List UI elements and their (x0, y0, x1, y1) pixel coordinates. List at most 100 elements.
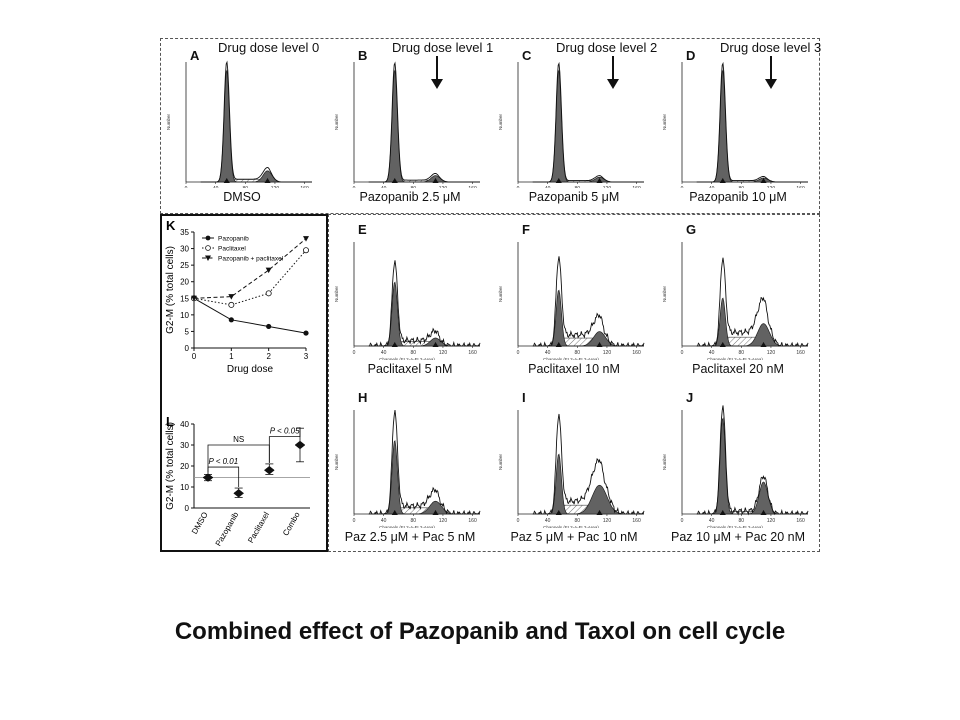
x-tick-label: Combo (281, 510, 302, 537)
panel-E: E Paclitaxel 5 nM 0 40 80 120 160 Channels (FL2… (330, 216, 490, 382)
mean-marker (202, 473, 214, 482)
x-tick-label: 160 (468, 186, 477, 188)
g1-peak (696, 417, 808, 515)
mean-marker (294, 440, 306, 450)
y-axis-label: Number (498, 454, 503, 471)
y-axis-label: Number (498, 114, 503, 131)
g1-marker (391, 342, 398, 347)
panel-caption-i: Paz 5 μM + Pac 10 nM (510, 530, 638, 544)
g1-peak (368, 281, 480, 347)
histogram-plot-i: 0 40 80 120 160 Channels (FL2-A-FL2-Area) Numb… (498, 410, 645, 528)
y-tick-label: 40 (180, 420, 189, 429)
x-tick-label: Paclitaxel (246, 510, 271, 544)
g1-marker (223, 178, 230, 183)
g1-peak (532, 289, 644, 347)
x-tick-label: 80 (575, 518, 581, 524)
panel-title-d: Drug dose level 3 (720, 40, 822, 55)
x-tick-label: 120 (767, 186, 776, 188)
significance-label: P < 0.05 (270, 427, 300, 436)
panel-letter-l: L (166, 414, 174, 429)
x-tick-label: 40 (213, 186, 219, 188)
g2m-marker (760, 178, 767, 183)
y-axis-label: Number (334, 454, 339, 471)
x-tick-label: 120 (439, 518, 448, 524)
panel-caption-b: Pazopanib 2.5 μM (359, 190, 461, 204)
y-tick-label: 20 (180, 462, 189, 471)
y-axis-label: Number (498, 286, 503, 303)
x-tick-label: 40 (381, 518, 387, 524)
x-tick-label: 0 (681, 350, 684, 356)
x-tick-label: 40 (709, 350, 715, 356)
top-row-frame (160, 38, 820, 214)
y-tick-label: 0 (185, 504, 190, 513)
panel-F: F Paclitaxel 10 nM 0 40 80 120 160 Channels (FL… (494, 216, 654, 382)
k-data-point (303, 236, 309, 242)
panel-letter-d: D (686, 48, 696, 63)
k-data-point (303, 330, 309, 336)
panel-title-c: Drug dose level 2 (556, 40, 658, 55)
histogram-envelope (368, 61, 480, 183)
k-data-point (191, 295, 197, 302)
g2m-marker (596, 178, 603, 183)
x-tick-label: 80 (739, 350, 745, 356)
panel-letter-h: H (358, 390, 368, 405)
k-y-axis-label: G2-M (% total cells) (165, 246, 176, 334)
g1-marker (719, 510, 726, 515)
slide-title: Combined effect of Pazopanib and Taxol o… (174, 618, 786, 645)
histogram-plot-f: 0 40 80 120 160 Channels (FL2-A-FL2-Area) Numb… (498, 242, 645, 360)
x-tick-label: 0 (517, 350, 520, 356)
x-tick-label: 80 (739, 186, 745, 188)
legend-label: Pazopanib + paclitaxel (218, 256, 284, 263)
x-tick-label: 0 (185, 186, 188, 188)
g1-marker (719, 342, 726, 347)
kl-panel-frame (160, 214, 328, 552)
histogram-envelope (368, 260, 481, 347)
g1-marker (391, 178, 398, 183)
x-tick-label: 40 (545, 350, 551, 356)
x-tick-label: 3 (304, 352, 309, 361)
histogram-plot-e: 0 40 80 120 160 Channels (FL2-A-FL2-Area) Numb… (334, 242, 481, 360)
x-axis-label: Channels (FL2-A-FL2-Area) (543, 357, 599, 360)
mean-marker (263, 465, 275, 475)
panel-caption-f: Paclitaxel 10 nM (528, 362, 620, 376)
x-axis-label: Channels (FL2-A-FL2-Area) (707, 357, 763, 360)
g2m-peak (696, 481, 808, 515)
panel-caption-d: Pazopanib 10 μM (689, 190, 787, 204)
panel-caption-a: DMSO (223, 190, 261, 204)
k-data-point (228, 301, 235, 308)
k-data-point (265, 290, 272, 297)
x-tick-label: 40 (381, 350, 387, 356)
histogram-plot-j: 0 40 80 120 160 Channels (FL2-A-FL2-Area) Numb… (662, 405, 809, 528)
x-tick-label: 40 (545, 518, 551, 524)
g1-peak (696, 69, 808, 183)
x-tick-label: 160 (632, 518, 641, 524)
panel-caption-h: Paz 2.5 μM + Pac 5 nM (344, 530, 476, 544)
k-series-line (193, 297, 307, 334)
x-tick-label: 160 (468, 350, 477, 356)
x-tick-label: 0 (353, 350, 356, 356)
g2m-marker (596, 510, 603, 515)
mean-marker (233, 488, 245, 498)
g1-peak (368, 439, 480, 515)
k-series-line (193, 238, 307, 299)
g2m-marker (760, 510, 767, 515)
x-tick-label: 0 (353, 186, 356, 188)
g1-peak (368, 69, 480, 183)
legend-marker (205, 245, 211, 251)
y-tick-label: 10 (180, 311, 189, 320)
g2m-marker (432, 178, 439, 183)
chart-K: K 0 5 10 15 20 25 30 35 0 1 2 3 Drug dose G2-M (% tota… (165, 218, 309, 375)
y-tick-label: 30 (180, 441, 189, 450)
y-axis-label: Number (166, 114, 171, 131)
x-tick-label: 80 (575, 186, 581, 188)
x-tick-label: 0 (681, 518, 684, 524)
x-tick-label: 0 (353, 518, 356, 524)
x-tick-label: 40 (381, 186, 387, 188)
x-tick-label: 120 (271, 186, 280, 188)
panel-G: G Paclitaxel 20 nM 0 40 80 120 160 Channels (FL… (658, 216, 818, 382)
panel-J: J Paz 10 μM + Pac 20 nM 0 40 80 120 160 Channel… (658, 384, 818, 550)
panel-letter-g: G (686, 222, 697, 237)
